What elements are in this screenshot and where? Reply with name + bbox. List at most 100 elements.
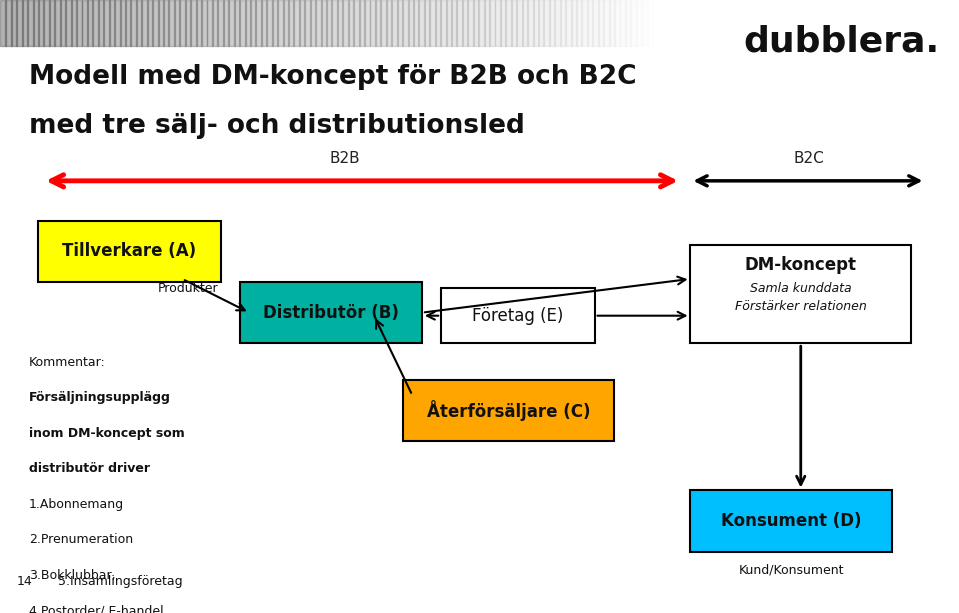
- Bar: [359, 0, 365, 46]
- Bar: [206, 0, 213, 46]
- Bar: [163, 0, 170, 46]
- Bar: [516, 0, 523, 46]
- Bar: [342, 0, 349, 46]
- Text: Produkter: Produkter: [158, 281, 219, 295]
- Bar: [71, 0, 77, 46]
- Bar: [222, 0, 229, 46]
- Text: 4.Postorder/ E-handel: 4.Postorder/ E-handel: [29, 604, 163, 613]
- Bar: [353, 0, 360, 46]
- Bar: [179, 0, 186, 46]
- Bar: [467, 0, 474, 46]
- Bar: [571, 0, 577, 46]
- Text: Kommentar:: Kommentar:: [29, 356, 105, 368]
- Bar: [581, 0, 588, 46]
- Bar: [92, 0, 99, 46]
- Bar: [234, 0, 240, 46]
- Bar: [255, 0, 262, 46]
- Bar: [495, 0, 501, 46]
- Bar: [114, 0, 121, 46]
- Bar: [544, 0, 550, 46]
- Text: 1.Abonnemang: 1.Abonnemang: [29, 498, 124, 511]
- Bar: [505, 0, 512, 46]
- Bar: [65, 0, 72, 46]
- FancyBboxPatch shape: [403, 380, 614, 441]
- FancyBboxPatch shape: [240, 282, 422, 343]
- Text: B2B: B2B: [330, 151, 361, 166]
- Bar: [201, 0, 207, 46]
- FancyBboxPatch shape: [441, 288, 595, 343]
- Bar: [597, 0, 604, 46]
- Bar: [364, 0, 370, 46]
- Text: Tillverkare (A): Tillverkare (A): [62, 242, 197, 261]
- FancyBboxPatch shape: [38, 221, 221, 282]
- Bar: [108, 0, 115, 46]
- Bar: [16, 0, 23, 46]
- Bar: [326, 0, 333, 46]
- Bar: [49, 0, 56, 46]
- Text: Försäljningsupplägg: Försäljningsupplägg: [29, 391, 171, 404]
- Bar: [549, 0, 555, 46]
- Text: Företag (E): Företag (E): [472, 306, 564, 325]
- Bar: [369, 0, 376, 46]
- Bar: [277, 0, 284, 46]
- Bar: [245, 0, 251, 46]
- Bar: [642, 0, 647, 46]
- Bar: [511, 0, 517, 46]
- Bar: [587, 0, 594, 46]
- Bar: [348, 0, 354, 46]
- Bar: [500, 0, 506, 46]
- Bar: [120, 0, 126, 46]
- Text: dubblera.: dubblera.: [743, 25, 940, 58]
- Bar: [218, 0, 223, 46]
- Bar: [440, 0, 447, 46]
- Text: Återförsäljare (C): Återförsäljare (C): [427, 400, 590, 421]
- Bar: [152, 0, 158, 46]
- Bar: [43, 0, 50, 46]
- Bar: [397, 0, 403, 46]
- Text: 3.Bokklubbar,: 3.Bokklubbar,: [29, 569, 115, 582]
- Text: med tre sälj- och distributionsled: med tre sälj- och distributionsled: [29, 113, 525, 139]
- Bar: [288, 0, 294, 46]
- Bar: [59, 0, 66, 46]
- Bar: [304, 0, 311, 46]
- Bar: [554, 0, 561, 46]
- Bar: [418, 0, 425, 46]
- Bar: [381, 0, 386, 46]
- Bar: [104, 0, 109, 46]
- Bar: [489, 0, 496, 46]
- Bar: [625, 0, 631, 46]
- Bar: [646, 0, 653, 46]
- Bar: [250, 0, 256, 46]
- Bar: [636, 0, 643, 46]
- Text: Kund/Konsument: Kund/Konsument: [738, 564, 844, 577]
- Bar: [130, 0, 137, 46]
- Bar: [430, 0, 435, 46]
- Bar: [424, 0, 431, 46]
- Bar: [609, 0, 615, 46]
- Bar: [27, 0, 34, 46]
- Bar: [136, 0, 142, 46]
- Bar: [603, 0, 610, 46]
- Bar: [283, 0, 289, 46]
- Bar: [386, 0, 392, 46]
- Bar: [408, 0, 414, 46]
- FancyBboxPatch shape: [690, 245, 911, 343]
- Bar: [479, 0, 484, 46]
- Bar: [141, 0, 148, 46]
- Bar: [174, 0, 180, 46]
- Bar: [271, 0, 278, 46]
- Bar: [125, 0, 131, 46]
- Text: distributör driver: distributör driver: [29, 462, 150, 475]
- Bar: [337, 0, 343, 46]
- Bar: [33, 0, 39, 46]
- Bar: [630, 0, 637, 46]
- Bar: [82, 0, 88, 46]
- Bar: [560, 0, 566, 46]
- Text: 5.Insamlingsföretag: 5.Insamlingsföretag: [58, 576, 182, 588]
- Text: Samla kunddata: Samla kunddata: [750, 282, 852, 295]
- Bar: [212, 0, 219, 46]
- Bar: [98, 0, 105, 46]
- Text: 2.Prenumeration: 2.Prenumeration: [29, 533, 133, 546]
- Bar: [293, 0, 300, 46]
- Bar: [434, 0, 441, 46]
